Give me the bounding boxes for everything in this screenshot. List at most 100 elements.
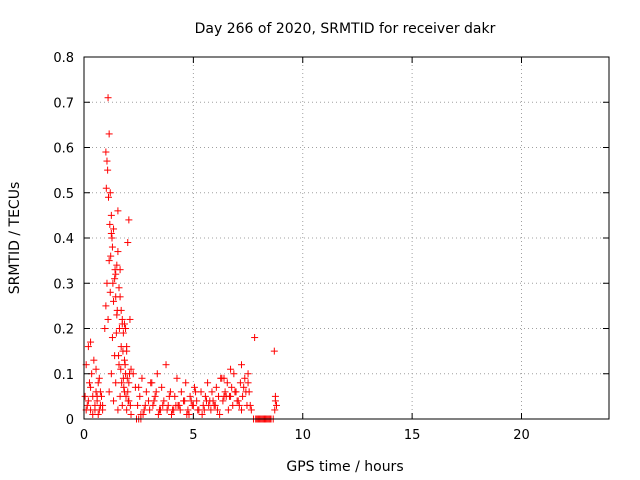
data-point xyxy=(177,388,185,396)
data-point xyxy=(221,388,229,396)
data-point xyxy=(104,166,112,174)
data-point xyxy=(153,370,161,378)
data-point xyxy=(120,356,128,364)
y-tick-label: 0 xyxy=(66,413,74,428)
data-point xyxy=(220,374,228,382)
data-point xyxy=(81,392,89,400)
data-point xyxy=(239,392,247,400)
data-point xyxy=(228,383,236,391)
y-tick-label: 0.3 xyxy=(53,277,74,292)
y-tick-label: 0.7 xyxy=(53,96,74,111)
data-point xyxy=(149,401,157,409)
data-point xyxy=(139,410,147,418)
data-point xyxy=(83,401,91,409)
data-point xyxy=(114,207,122,215)
data-point xyxy=(146,406,154,414)
x-axis-label: GPS time / hours xyxy=(286,459,403,475)
data-point xyxy=(229,401,237,409)
data-point xyxy=(125,216,133,224)
data-point xyxy=(246,401,254,409)
data-point xyxy=(241,374,249,382)
data-point xyxy=(107,252,115,260)
data-point xyxy=(184,406,192,414)
data-point xyxy=(219,397,227,405)
data-point xyxy=(105,388,113,396)
y-tick-label: 0.1 xyxy=(53,368,74,383)
data-point xyxy=(115,325,123,332)
data-point xyxy=(107,370,115,378)
data-point xyxy=(87,338,95,346)
data-point xyxy=(192,388,200,396)
data-point xyxy=(111,275,119,283)
data-point xyxy=(110,397,118,405)
data-point xyxy=(110,297,118,305)
data-point xyxy=(125,379,133,387)
data-point xyxy=(236,379,244,387)
data-point xyxy=(101,325,109,332)
data-point xyxy=(103,279,111,287)
data-point xyxy=(113,306,121,314)
data-point xyxy=(126,401,134,409)
data-point xyxy=(102,302,110,310)
data-point xyxy=(271,406,279,414)
data-point xyxy=(208,388,216,396)
data-point xyxy=(109,279,117,287)
data-point xyxy=(186,392,194,400)
data-point xyxy=(211,401,219,409)
data-point xyxy=(187,397,195,405)
data-point xyxy=(91,401,99,409)
data-point xyxy=(158,383,166,391)
data-point xyxy=(95,406,103,414)
data-point xyxy=(85,379,93,387)
data-point xyxy=(238,361,245,369)
data-point xyxy=(168,410,175,418)
data-point xyxy=(84,343,92,351)
data-point xyxy=(116,392,124,400)
data-point xyxy=(270,347,278,355)
data-point xyxy=(233,397,241,405)
data-point xyxy=(107,211,115,219)
data-point xyxy=(135,383,143,391)
data-point xyxy=(125,397,133,405)
data-point xyxy=(134,401,142,409)
data-point xyxy=(92,365,100,373)
data-point xyxy=(84,397,92,405)
data-point xyxy=(198,410,206,418)
data-point xyxy=(162,361,170,369)
data-point xyxy=(216,410,224,418)
data-point xyxy=(87,383,95,391)
data-point xyxy=(99,401,107,409)
data-point xyxy=(209,397,217,405)
data-point xyxy=(89,410,97,418)
data-point xyxy=(122,325,130,332)
data-point xyxy=(238,406,245,414)
data-point xyxy=(104,94,112,102)
data-point xyxy=(108,243,116,251)
data-point xyxy=(120,383,128,391)
data-point xyxy=(213,406,221,414)
data-point xyxy=(183,410,191,418)
data-point xyxy=(90,356,98,364)
data-point xyxy=(230,370,238,378)
data-point xyxy=(115,361,123,369)
data-point xyxy=(112,329,120,337)
y-axis-ticks: 0 0.1 0.2 0.3 0.4 0.5 0.6 0.7 0.8 xyxy=(53,51,609,428)
data-point xyxy=(120,388,128,396)
data-point xyxy=(107,229,115,237)
data-point xyxy=(112,270,120,278)
data-point xyxy=(231,388,239,396)
data-point xyxy=(176,406,184,414)
data-point xyxy=(227,365,235,373)
data-point xyxy=(223,379,231,387)
data-point xyxy=(115,352,123,360)
x-tick-label: 0 xyxy=(80,428,88,443)
data-point xyxy=(242,388,250,396)
data-point xyxy=(110,225,118,233)
data-point xyxy=(141,401,149,409)
data-point xyxy=(106,288,114,296)
data-point xyxy=(244,379,252,387)
y-tick-label: 0.4 xyxy=(53,232,74,247)
data-point xyxy=(123,406,131,414)
data-point xyxy=(108,234,116,242)
x-axis-ticks: 0 5 10 15 20 xyxy=(80,57,530,443)
